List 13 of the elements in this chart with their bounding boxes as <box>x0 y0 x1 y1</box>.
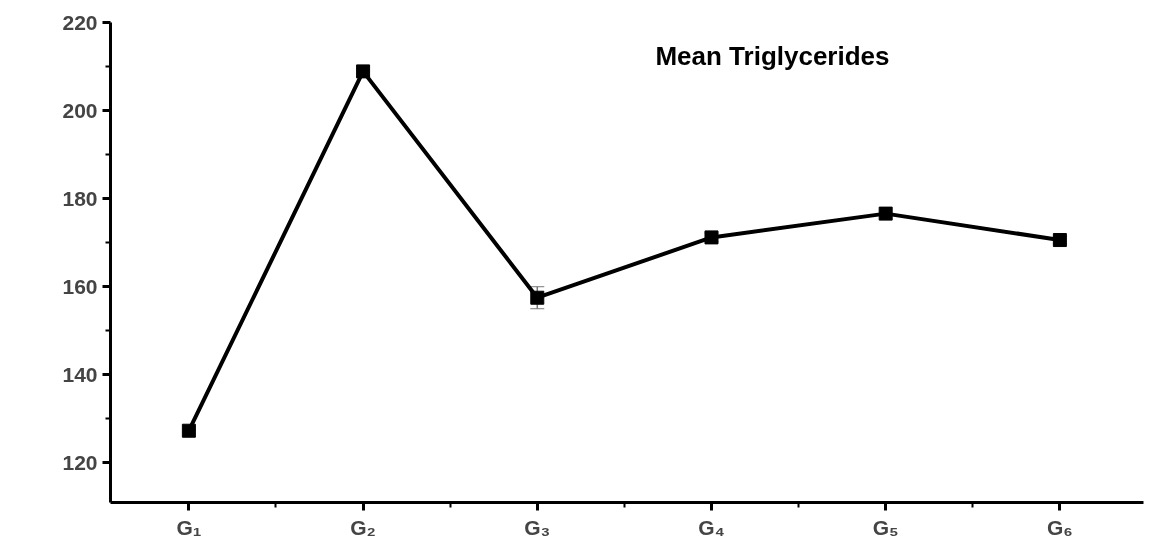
x-tick-label: G₁ <box>176 515 202 539</box>
x-tick-label: G₆ <box>1046 515 1073 539</box>
text: Mean Triglycerides <box>655 40 890 71</box>
y-tick-label: 180 <box>62 186 98 210</box>
x-tick-label: G₄ <box>698 515 725 539</box>
x-tick-label: G₃ <box>524 515 551 539</box>
y-tick-label: 220 <box>62 10 98 34</box>
y-tick-label: 120 <box>62 450 98 474</box>
y-tick-label: 200 <box>62 98 98 122</box>
x-tick-label: G₂ <box>350 515 376 539</box>
y-tick-label: 160 <box>62 274 98 298</box>
x-tick-label: G₅ <box>872 515 899 539</box>
y-tick-label: 140 <box>62 362 98 386</box>
